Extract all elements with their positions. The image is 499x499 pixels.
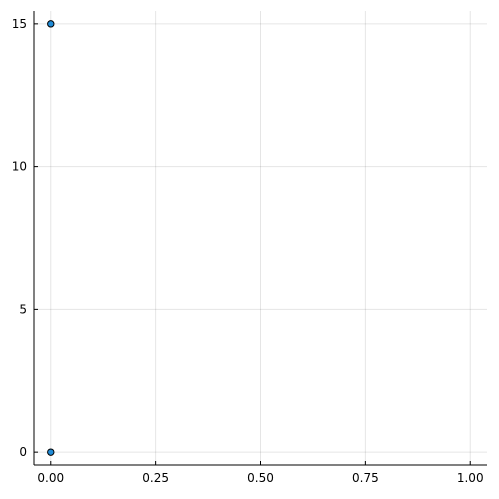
- x-tick-label: 0.75: [352, 471, 379, 485]
- grid-lines: [34, 11, 487, 465]
- tick-marks: [34, 23, 471, 465]
- data-points: [47, 20, 55, 456]
- y-tick-label: 5: [19, 302, 27, 316]
- y-tick-label: 0: [19, 445, 27, 459]
- y-tick-label: 15: [12, 17, 27, 31]
- y-tick-label: 10: [12, 160, 27, 174]
- tick-labels: 0.00 0.25 0.50 0.75 1.00 0 5 10 15: [12, 17, 484, 485]
- x-tick-label: 0.25: [142, 471, 169, 485]
- data-point: [47, 20, 55, 28]
- x-tick-label: 0.00: [37, 471, 64, 485]
- data-point: [47, 448, 55, 456]
- x-tick-label: 0.50: [247, 471, 274, 485]
- x-tick-label: 1.00: [457, 471, 484, 485]
